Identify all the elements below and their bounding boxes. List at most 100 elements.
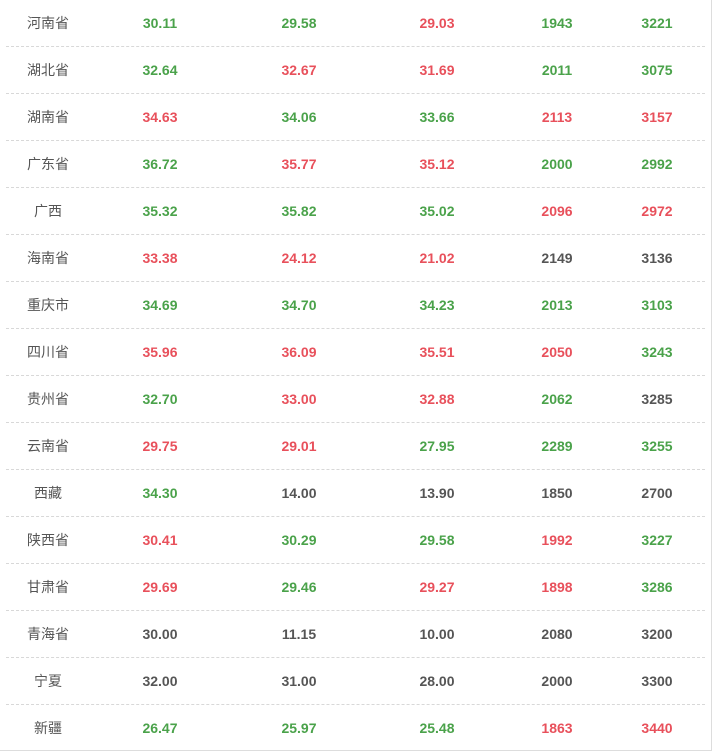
price-cell: 31.00 [281,673,317,689]
price-cell: 3285 [641,391,673,407]
price-cell: 32.64 [142,62,178,78]
price-cell: 35.12 [419,156,455,172]
province-name: 甘肃省 [27,579,69,595]
price-cell: 35.02 [419,203,455,219]
price-cell: 29.46 [281,579,317,595]
price-cell: 29.58 [281,15,317,31]
province-name: 广西 [34,203,62,219]
price-cell: 1898 [541,579,573,595]
price-cell: 28.00 [419,673,455,689]
price-cell: 2011 [541,62,573,78]
price-cell: 34.06 [281,109,317,125]
province-name: 陕西省 [27,532,69,548]
table-row: 宁夏 32.00 31.00 28.00 2000 3300 [6,658,705,705]
price-cell: 3227 [641,532,673,548]
price-cell: 30.29 [281,532,317,548]
price-cell: 1943 [541,15,573,31]
province-name: 西藏 [34,485,62,501]
table-row: 河南省 30.11 29.58 29.03 1943 3221 [6,0,705,47]
price-cell: 27.95 [419,438,455,454]
province-name: 四川省 [27,344,69,360]
province-name: 广东省 [27,156,69,172]
price-cell: 2013 [541,297,573,313]
price-cell: 30.00 [142,626,178,642]
price-cell: 3255 [641,438,673,454]
price-cell: 2700 [641,485,673,501]
price-cell: 29.03 [419,15,455,31]
price-cell: 2289 [541,438,573,454]
province-name: 海南省 [27,250,69,266]
price-cell: 36.09 [281,344,317,360]
table-row: 广东省 36.72 35.77 35.12 2000 2992 [6,141,705,188]
price-cell: 29.58 [419,532,455,548]
price-cell: 3136 [641,250,673,266]
province-name: 湖南省 [27,109,69,125]
province-name: 河南省 [27,15,69,31]
price-cell: 35.51 [419,344,455,360]
price-cell: 10.00 [419,626,455,642]
price-cell: 34.69 [142,297,178,313]
price-cell: 33.00 [281,391,317,407]
price-cell: 3243 [641,344,673,360]
price-cell: 2050 [541,344,573,360]
price-cell: 3286 [641,579,673,595]
table-row: 湖北省 32.64 32.67 31.69 2011 3075 [6,47,705,94]
price-cell: 1992 [541,532,573,548]
price-cell: 31.69 [419,62,455,78]
price-cell: 33.66 [419,109,455,125]
table-row: 新疆 26.47 25.97 25.48 1863 3440 [6,705,705,751]
price-cell: 1863 [541,720,573,736]
price-cell: 33.38 [142,250,178,266]
price-cell: 29.01 [281,438,317,454]
price-cell: 35.77 [281,156,317,172]
table-row: 青海省 30.00 11.15 10.00 2080 3200 [6,611,705,658]
price-cell: 2149 [541,250,573,266]
price-cell: 3300 [641,673,673,689]
price-cell: 32.70 [142,391,178,407]
province-name: 湖北省 [27,62,69,78]
price-cell: 29.75 [142,438,178,454]
table-row: 贵州省 32.70 33.00 32.88 2062 3285 [6,376,705,423]
price-cell: 29.69 [142,579,178,595]
province-name: 贵州省 [27,391,69,407]
province-name: 青海省 [27,626,69,642]
price-cell: 2000 [541,673,573,689]
price-cell: 34.70 [281,297,317,313]
price-cell: 3075 [641,62,673,78]
price-cell: 3200 [641,626,673,642]
price-cell: 2080 [541,626,573,642]
table-row: 重庆市 34.69 34.70 34.23 2013 3103 [6,282,705,329]
price-cell: 32.67 [281,62,317,78]
price-cell: 21.02 [419,250,455,266]
price-cell: 3221 [641,15,673,31]
price-cell: 13.90 [419,485,455,501]
table-row: 海南省 33.38 24.12 21.02 2149 3136 [6,235,705,282]
price-cell: 34.30 [142,485,178,501]
province-name: 重庆市 [27,297,69,313]
price-cell: 34.63 [142,109,178,125]
price-cell: 2992 [641,156,673,172]
price-cell: 3103 [641,297,673,313]
province-name: 云南省 [27,438,69,454]
price-cell: 1850 [541,485,573,501]
table-row: 西藏 34.30 14.00 13.90 1850 2700 [6,470,705,517]
price-cell: 26.47 [142,720,178,736]
table-row: 四川省 35.96 36.09 35.51 2050 3243 [6,329,705,376]
table-row: 广西 35.32 35.82 35.02 2096 2972 [6,188,705,235]
price-cell: 35.82 [281,203,317,219]
price-cell: 11.15 [281,626,317,642]
price-cell: 30.11 [142,15,178,31]
price-cell: 35.32 [142,203,178,219]
table-row: 甘肃省 29.69 29.46 29.27 1898 3286 [6,564,705,611]
price-cell: 36.72 [142,156,178,172]
price-cell: 35.96 [142,344,178,360]
price-cell: 2972 [641,203,673,219]
price-cell: 2062 [541,391,573,407]
table-row: 云南省 29.75 29.01 27.95 2289 3255 [6,423,705,470]
price-cell: 2113 [541,109,573,125]
table-row: 陕西省 30.41 30.29 29.58 1992 3227 [6,517,705,564]
price-cell: 30.41 [142,532,178,548]
price-cell: 3440 [641,720,673,736]
price-cell: 32.88 [419,391,455,407]
price-cell: 2096 [541,203,573,219]
